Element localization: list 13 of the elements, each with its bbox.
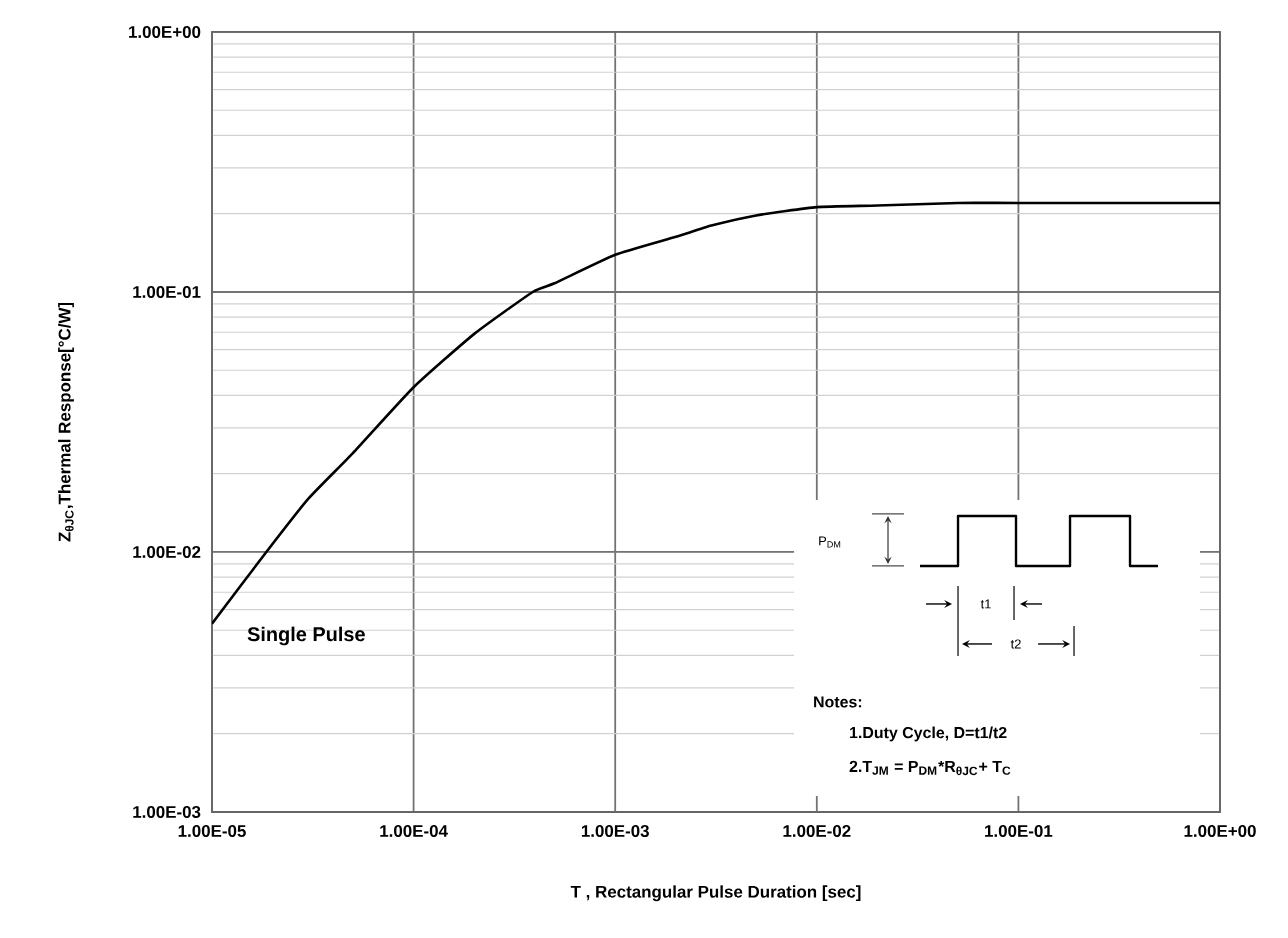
y-tick-label: 1.00E-01	[133, 286, 201, 298]
x-tick-label: 1.00E-05	[178, 825, 246, 837]
y-tick-label: 1.00E-03	[133, 805, 201, 818]
x-tick-label: 1.00E-03	[581, 825, 649, 838]
x-tick-label: 1.00E-01	[985, 825, 1053, 837]
y-tick-label: 1.00E-02	[133, 546, 201, 558]
x-tick-label: 1.00E-04	[380, 825, 448, 837]
x-tick-label: 1.00E-02	[783, 825, 851, 837]
annotation: Single Pulse	[247, 626, 365, 646]
x-tick-label: 1.00E+00	[1184, 825, 1256, 837]
y-axis-title: Z$_{θJC}$,Thermal Response[°C/W]	[58, 302, 74, 542]
x-axis-title: T , Rectangular Pulse Duration [sec]	[570, 885, 861, 902]
y-tick-label: 1.00E+00	[129, 26, 201, 38]
